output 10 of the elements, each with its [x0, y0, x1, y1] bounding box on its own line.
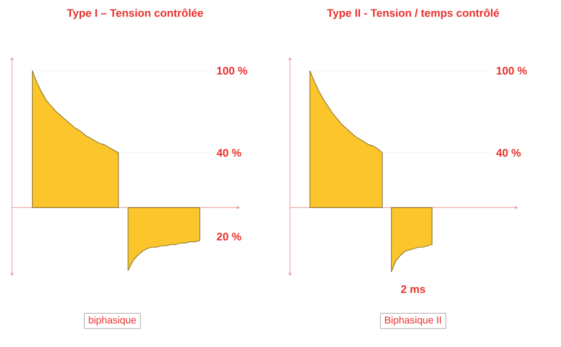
ref-line-label: 100 % — [217, 66, 248, 75]
text: biphasique — [88, 316, 136, 326]
ref-line-label: 100 % — [496, 66, 527, 75]
ref-line-label: 40 % — [216, 148, 242, 157]
text: 20 % — [216, 232, 242, 240]
text: Biphasique II — [385, 316, 441, 326]
ref-line-label: 40 % — [496, 148, 521, 157]
text: 2 ms — [401, 285, 426, 294]
chart-title: Type II - Tension / temps contrôlé — [326, 8, 500, 20]
chart-title: Type I – Tension contrôlée — [66, 8, 204, 20]
